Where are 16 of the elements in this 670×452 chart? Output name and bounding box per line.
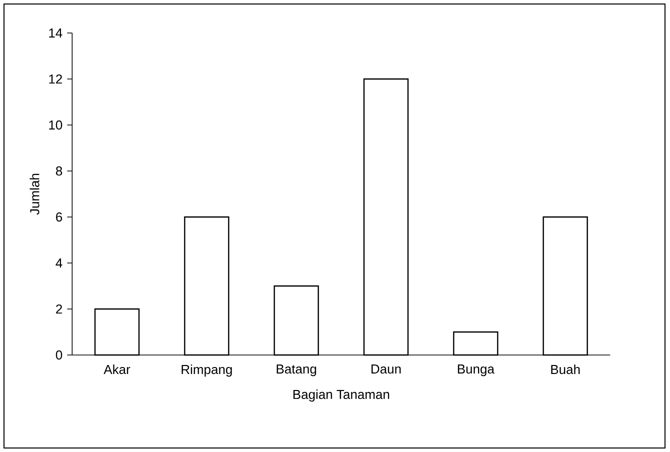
x-tick-label: Akar [104, 364, 130, 374]
x-axis-title: Bagian Tanaman [293, 390, 390, 402]
y-tick-label: 6 [56, 212, 62, 222]
x-tick-label: Buah [551, 364, 580, 374]
x-tick-label: Rimpang [182, 364, 232, 377]
x-tick-label: Daun [372, 364, 401, 374]
y-tick-label: 12 [49, 74, 62, 84]
y-tick-label: 10 [49, 120, 62, 130]
x-tick-label: Bunga [458, 364, 494, 376]
y-axis-title: Jumlah [30, 174, 40, 215]
y-tick-label: 4 [56, 258, 62, 268]
y-tick-label: 8 [56, 166, 62, 176]
y-tick-label: 0 [56, 350, 62, 360]
x-tick-label: Batang [276, 364, 316, 376]
y-tick-label: 14 [49, 28, 62, 38]
y-tick-label: 2 [56, 304, 62, 314]
